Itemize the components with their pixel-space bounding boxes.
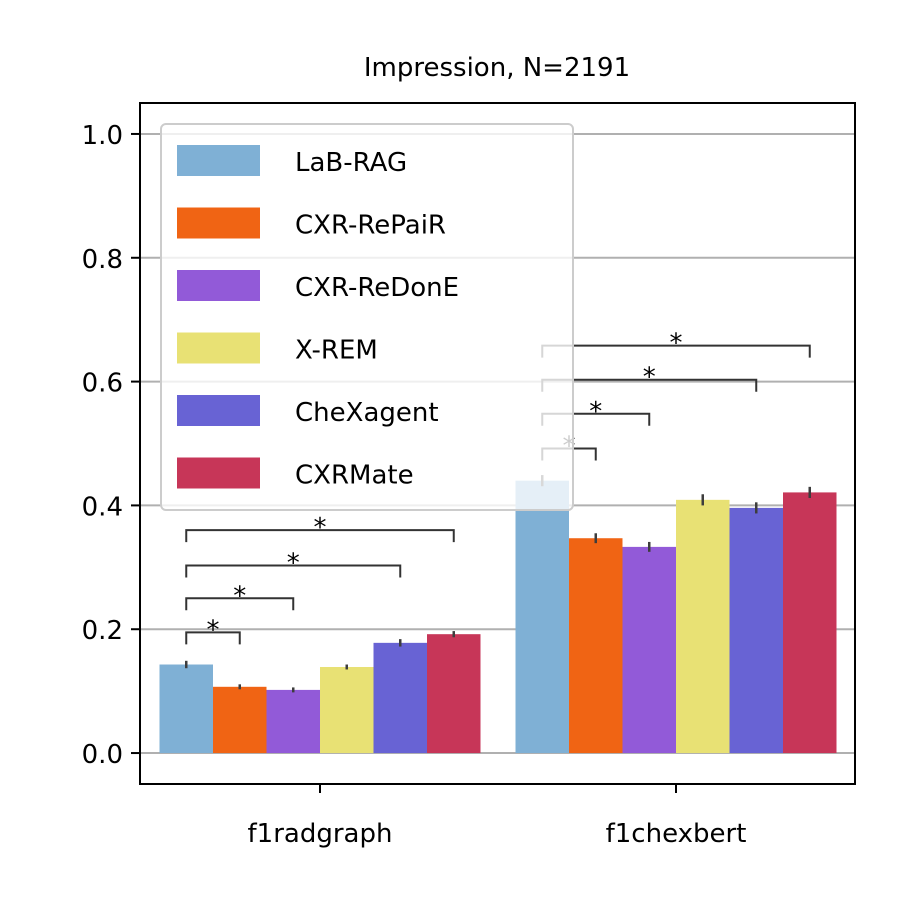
bar-0-3 — [320, 666, 374, 754]
legend-label-0: LaB-RAG — [295, 148, 407, 178]
bar-0-2 — [266, 689, 320, 754]
legend-swatch-4 — [177, 395, 260, 426]
plot-frame — [139, 102, 856, 785]
sig-label-1: * — [233, 581, 246, 611]
bar-0-4 — [373, 642, 427, 754]
x-tick-label-1: f1chexbert — [606, 819, 747, 849]
y-tick-label-4: 0.8 — [82, 245, 123, 275]
sig-label-6: * — [643, 363, 656, 393]
chart-title: Impression, N=2191 — [364, 53, 630, 83]
y-tick-label-3: 0.6 — [82, 369, 123, 399]
sig-bracket-1 — [185, 597, 295, 611]
bar-0-1 — [213, 686, 267, 754]
sig-label-2: * — [287, 548, 300, 578]
y-tick-label-1: 0.2 — [82, 616, 123, 646]
legend-label-2: CXR-ReDonE — [295, 273, 459, 303]
y-tick-label-2: 0.4 — [82, 492, 123, 522]
bar-1-3 — [676, 499, 730, 754]
sig-bracket-2 — [185, 564, 402, 578]
legend-swatch-1 — [177, 207, 260, 239]
bar-0-5 — [427, 634, 481, 754]
legend-label-1: CXR-RePaiR — [295, 211, 446, 241]
sig-label-7: * — [670, 329, 683, 359]
sig-label-5: * — [589, 397, 602, 427]
bar-1-1 — [569, 538, 623, 754]
x-tick-label-0: f1radgraph — [248, 819, 393, 849]
bar-1-2 — [622, 546, 676, 754]
bar-1-5 — [783, 492, 837, 754]
legend-swatch-5 — [177, 457, 260, 489]
y-tick-label-5: 1.0 — [82, 121, 123, 151]
legend-swatch-2 — [177, 270, 260, 301]
bar-1-0 — [515, 480, 569, 754]
legend-label-4: CheXagent — [295, 398, 439, 428]
legend-label-3: X-REM — [295, 336, 378, 366]
sig-bracket-3 — [185, 529, 455, 543]
bar-0-0 — [159, 664, 213, 754]
sig-label-3: * — [314, 513, 327, 543]
sig-label-0: * — [207, 615, 220, 645]
y-tick-label-0: 0.0 — [82, 740, 123, 770]
legend-swatch-0 — [177, 145, 260, 176]
sig-bracket-0 — [185, 631, 241, 645]
bar-1-4 — [729, 507, 783, 754]
legend-swatch-3 — [177, 332, 260, 364]
legend-box — [160, 123, 574, 511]
legend-label-5: CXRMate — [295, 461, 414, 491]
